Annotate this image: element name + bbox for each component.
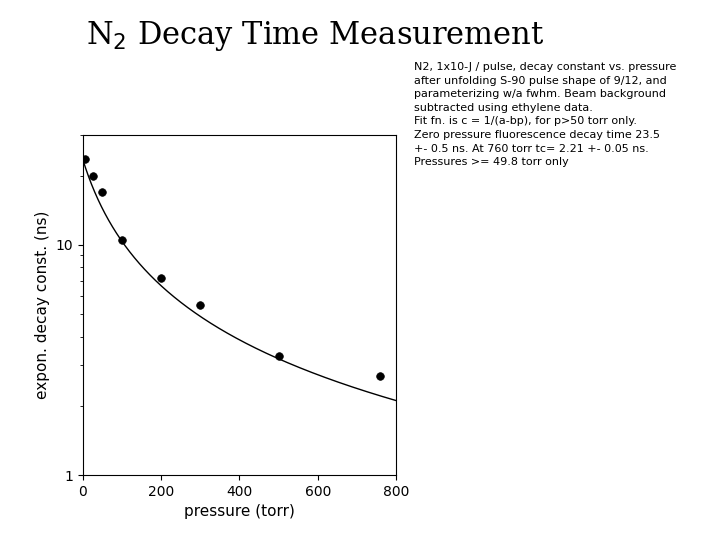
Text: N2, 1x10-J / pulse, decay constant vs. pressure
after unfolding S-90 pulse shape: N2, 1x10-J / pulse, decay constant vs. p…: [414, 62, 676, 167]
X-axis label: pressure (torr): pressure (torr): [184, 504, 294, 519]
Text: N$_2$ Decay Time Measurement: N$_2$ Decay Time Measurement: [86, 19, 545, 53]
Y-axis label: expon. decay const. (ns): expon. decay const. (ns): [35, 211, 50, 399]
